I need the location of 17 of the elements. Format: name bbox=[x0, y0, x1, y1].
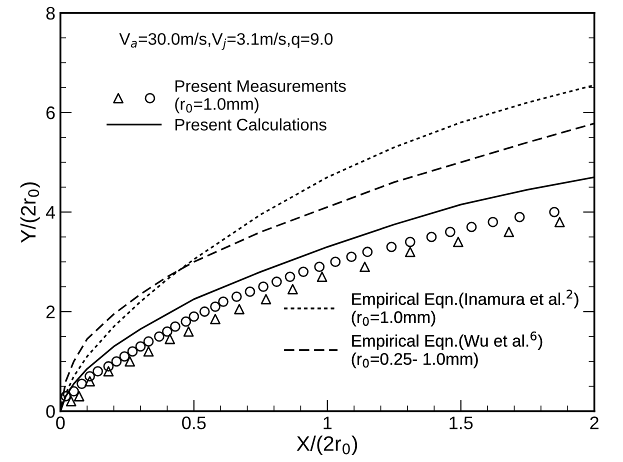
y-tick-label: 2 bbox=[46, 306, 55, 318]
x-tick-label: 0.5 bbox=[182, 416, 206, 430]
x-tick-label: 1 bbox=[324, 416, 332, 430]
x-tick-label: 1.5 bbox=[450, 416, 473, 430]
annotation: V$_{a}$=30.0m/s,V$_{j}$=3.1m/s,q=9.0 bbox=[119, 32, 333, 50]
legend-label: Present Calculations bbox=[176, 118, 326, 131]
y-tick-label: 6 bbox=[46, 106, 55, 120]
y-tick-label: 4 bbox=[46, 206, 56, 219]
x-axis-title: X/(2r$_{0}$) bbox=[296, 436, 358, 456]
y-axis-title: Y/(2r$_{0}$) bbox=[20, 182, 40, 243]
x-tick-label: 0 bbox=[56, 416, 65, 430]
text: Empirical Eqn.(Inamura et al.$^{2}$) (r$_{0}$=1.0mm) bbox=[352, 290, 578, 326]
x-tick-label: 2 bbox=[590, 416, 598, 430]
y-tick-label: 0 bbox=[46, 405, 55, 418]
y-tick-label: 8 bbox=[46, 6, 55, 20]
legend-label: Present Measurements (r$_{0}$=1.0mm) bbox=[175, 80, 346, 114]
text: Empirical Eqn.(Wu et al.$^{6}$) (r$_{0}$=0.25- 1.0mm) bbox=[352, 332, 542, 368]
